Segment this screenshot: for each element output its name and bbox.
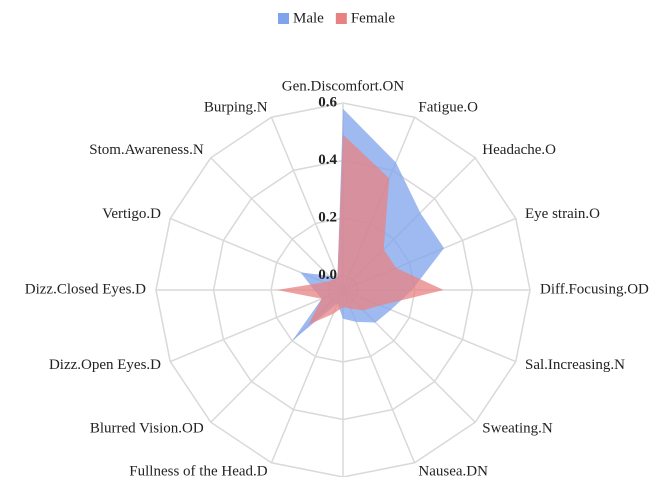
category-label: Fatigue.O [418,99,478,115]
legend: Male Female [278,10,395,26]
category-label: Stom.Awareness.N [89,142,204,158]
category-label: Headache.O [482,142,556,158]
category-label: Eye strain.O [525,206,600,222]
category-label: Nausea.DN [418,463,488,477]
spoke [270,116,344,291]
category-label: Sweating.N [482,421,553,437]
r-tick-label: 0.4 [318,152,337,168]
grid-ring [155,102,531,477]
category-label: Dizz.Closed Eyes.D [25,281,146,297]
category-label: Sal.Increasing.N [525,357,625,373]
spoke [210,157,344,291]
r-tick-label: 0.2 [318,210,337,226]
category-label: Blurred Vision.OD [90,421,204,437]
spoke [270,289,344,464]
category-label: Fullness of the Head.D [129,463,267,477]
category-label: Vertigo.D [102,206,161,222]
category-label: Gen.Discomfort.ON [282,78,405,94]
legend-swatch [335,13,347,24]
r-tick-label: 0.0 [318,267,337,283]
spoke [169,289,344,363]
series-area [276,134,444,325]
category-label: Diff.Focusing.OD [540,281,649,297]
category-label: Dizz.Open Eyes.D [49,357,161,373]
r-tick-label: 0.6 [318,94,337,110]
legend-label: Male [293,10,324,26]
category-label: Burping.N [204,99,268,115]
legend-swatch [278,13,289,24]
legend-label: Female [351,10,395,26]
